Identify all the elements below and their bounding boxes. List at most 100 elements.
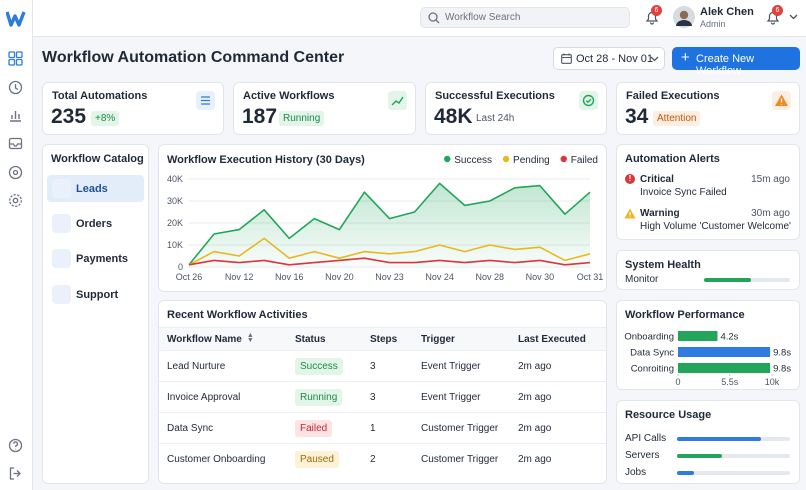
date-range: Oct 28 - Nov 01	[576, 53, 654, 65]
nav-help[interactable]	[8, 438, 23, 453]
catalog-item[interactable]: Support	[47, 281, 144, 308]
x-tick-label: Nov 23	[375, 272, 404, 282]
nav-reports[interactable]	[8, 108, 23, 123]
catalog-label: Support	[76, 289, 119, 301]
user-menu-chevron[interactable]	[789, 14, 798, 21]
nav-settings[interactable]	[8, 193, 23, 208]
table-cell: 2m ago	[518, 453, 552, 465]
legend-label: Failed	[571, 155, 598, 166]
table-title: Recent Workflow Activities	[167, 309, 308, 321]
table-cell: 2m ago	[518, 422, 552, 434]
sort-icon: ▲ ▼	[246, 332, 254, 344]
status-badge: Paused	[295, 450, 339, 468]
nav-integrations[interactable]	[8, 165, 23, 180]
x-tick-label: Oct 26	[176, 272, 203, 282]
y-tick-label: 20K	[167, 218, 183, 228]
kpi-value: 34	[625, 105, 649, 128]
search-placeholder: Workflow Search	[445, 12, 521, 23]
kpi-value: 48K	[434, 105, 473, 128]
x-tick-label: Nov 20	[325, 272, 354, 282]
y-tick-label: 10K	[167, 240, 183, 250]
alert-level: Critical	[640, 174, 674, 185]
kpi-card: Active Workflows 187 Running	[233, 82, 416, 135]
alerts-card: Automation Alerts ! Critical 15m ago Inv…	[616, 144, 800, 240]
x-tick-label: Nov 12	[225, 272, 254, 282]
kpi-card: Total Automations 235 +8%	[42, 82, 224, 135]
table-cell: Invoice Approval	[167, 391, 241, 403]
kpi-badge: +8%	[91, 111, 120, 126]
alert-time: 30m ago	[751, 208, 790, 219]
kpi-icon	[579, 91, 598, 110]
kpi-label: Successful Executions	[435, 90, 555, 102]
catalog-label: Payments	[76, 253, 128, 265]
table-cell: Event Trigger	[421, 391, 481, 403]
progress-bar	[677, 437, 761, 441]
table-cell: 3	[370, 360, 376, 372]
progress-track	[677, 454, 790, 458]
alert-message: Invoice Sync Failed	[640, 187, 727, 198]
notification-badge: 6	[651, 5, 662, 16]
catalog-card: Workflow Catalog Leads Orders Payments S…	[42, 144, 149, 484]
bar	[678, 363, 771, 373]
calendar-icon	[561, 53, 572, 64]
x-tick-label: Nov 28	[475, 272, 504, 282]
nav-logout[interactable]	[8, 466, 23, 481]
catalog-title: Workflow Catalog	[51, 153, 144, 165]
avatar[interactable]	[673, 6, 695, 28]
x-tick-label: 10k	[765, 377, 780, 387]
table-cell: 2m ago	[518, 360, 552, 372]
user-name[interactable]: Alek Chen	[700, 6, 754, 18]
date-picker[interactable]: Oct 28 - Nov 01	[553, 47, 665, 70]
activities-card: Recent Workflow Activities Workflow Name…	[158, 300, 607, 484]
progress-track	[677, 471, 790, 475]
progress-track	[704, 278, 790, 282]
series-area	[189, 183, 590, 267]
progress-track	[677, 437, 790, 441]
bar-value-label: 4.2s	[720, 332, 738, 343]
kpi-value: 187	[242, 105, 278, 128]
create-workflow-label: Create New Workflow	[696, 53, 755, 77]
y-tick-label: Data Sync	[630, 348, 674, 359]
bar-chart: Workflow Performance Onboarding 4.2s Data S…	[624, 309, 791, 387]
progress-bar	[704, 278, 752, 282]
table-cell: 3	[370, 391, 376, 403]
critical-icon: !	[625, 174, 635, 184]
catalog-item[interactable]: Leads	[47, 175, 144, 202]
system-health-card: System Health Monitor	[616, 250, 800, 290]
progress-label: Monitor	[625, 274, 659, 285]
table-row[interactable]: Customer Onboarding Paused 2 Customer Trigg…	[159, 443, 606, 474]
catalog-icon	[52, 179, 71, 198]
x-tick-label: 0	[675, 377, 680, 387]
nav-dashboard[interactable]	[8, 51, 23, 66]
column-header: Last Executed	[518, 333, 586, 345]
catalog-item[interactable]: Orders	[47, 210, 144, 237]
nav-history[interactable]	[8, 80, 23, 95]
table-row[interactable]: Lead Nurture Success 3 Event Trigger 2m ago	[159, 350, 606, 381]
catalog-icon	[52, 285, 71, 304]
nav-inbox[interactable]	[8, 136, 23, 151]
logo	[6, 11, 26, 27]
system-health-title: System Health	[625, 259, 701, 271]
alerts-title: Automation Alerts	[625, 153, 720, 165]
column-header[interactable]: Workflow Name ▲ ▼	[167, 332, 254, 345]
table-cell: Customer Trigger	[421, 453, 499, 465]
table-cell: Customer Trigger	[421, 422, 499, 434]
kpi-badge: Running	[279, 111, 325, 126]
table-cell: 1	[370, 422, 376, 434]
series-line	[188, 182, 591, 266]
catalog-item[interactable]: Payments	[47, 245, 144, 272]
search-box[interactable]: Workflow Search	[420, 7, 630, 28]
y-tick-label: 30K	[167, 196, 183, 206]
performance-card: Workflow Performance Onboarding 4.2s Data S…	[616, 300, 800, 390]
progress-label: Jobs	[625, 467, 647, 478]
catalog-icon	[52, 214, 71, 233]
create-workflow-button[interactable]: + Create New Workflow	[672, 47, 800, 77]
legend-swatch	[444, 155, 451, 163]
kpi-label: Active Workflows	[243, 90, 335, 102]
table-row[interactable]: Invoice Approval Running 3 Event Trigger 2m …	[159, 381, 606, 412]
table-row[interactable]: Data Sync Failed 1 Customer Trigger 2m ago	[159, 412, 606, 443]
bar-value-label: 9.8s	[773, 348, 791, 359]
x-tick-label: Nov 24	[425, 272, 454, 282]
